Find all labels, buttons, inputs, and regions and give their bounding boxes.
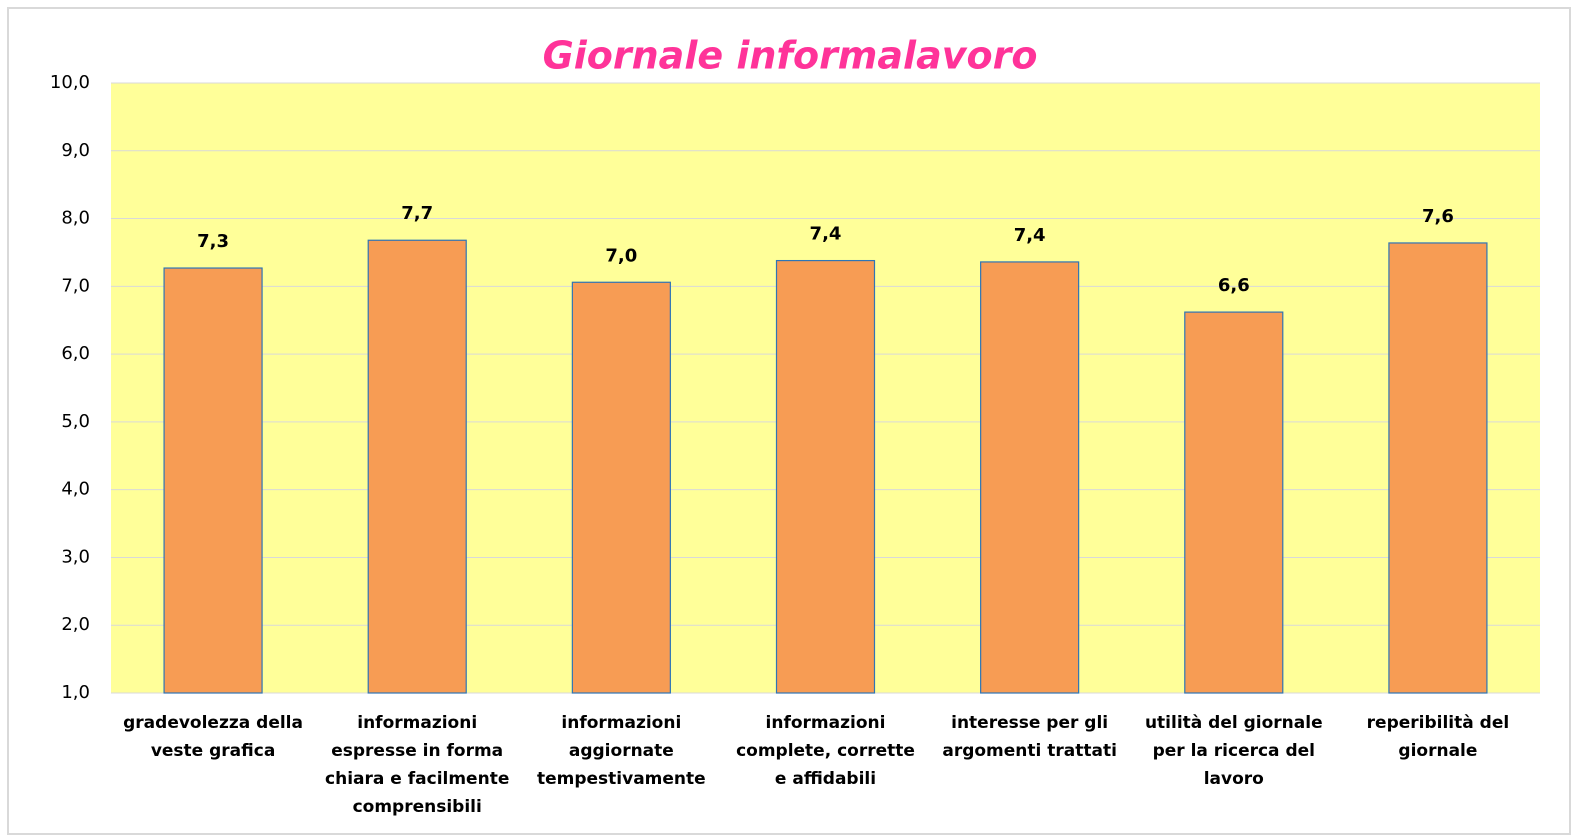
bar bbox=[775, 259, 876, 694]
x-tick-label: reperibilità del giornale bbox=[1366, 713, 1510, 761]
bar bbox=[367, 239, 467, 694]
data-label: 7,4 bbox=[810, 224, 842, 245]
x-tick-label: informazioni espresse in forma chiara e … bbox=[325, 713, 510, 817]
data-label: 7,0 bbox=[605, 245, 637, 266]
bar bbox=[980, 261, 1080, 694]
data-label: 6,6 bbox=[1218, 275, 1250, 296]
bar bbox=[1388, 242, 1488, 694]
data-label: 7,3 bbox=[197, 231, 229, 252]
bar bbox=[163, 267, 263, 694]
x-tick-label: informazioni complete, corrette e affida… bbox=[736, 713, 915, 789]
y-tick-label: 9,0 bbox=[61, 140, 90, 161]
data-label: 7,7 bbox=[401, 203, 433, 224]
y-tick-label: 3,0 bbox=[61, 546, 90, 567]
y-tick-label: 4,0 bbox=[61, 479, 90, 500]
x-tick-label: interesse per gli argomenti trattati bbox=[942, 713, 1117, 761]
data-label: 7,6 bbox=[1422, 206, 1454, 227]
y-tick-label: 1,0 bbox=[61, 682, 90, 703]
y-tick-label: 8,0 bbox=[61, 208, 90, 229]
x-tick-label: informazioni aggiornate tempestivamente bbox=[536, 713, 706, 789]
chart-title: Giornale informalavoro bbox=[543, 34, 1038, 78]
y-tick-label: 5,0 bbox=[61, 411, 90, 432]
y-tick-label: 7,0 bbox=[61, 275, 90, 296]
bar bbox=[571, 281, 671, 694]
y-tick-label: 10,0 bbox=[50, 72, 90, 93]
y-tick-label: 6,0 bbox=[61, 343, 90, 364]
y-tick-label: 2,0 bbox=[61, 614, 90, 635]
data-label: 7,4 bbox=[1014, 225, 1046, 246]
x-tick-label: utilità del giornale per la ricerca del … bbox=[1144, 713, 1323, 789]
x-tick-label: gradevolezza della veste grafica bbox=[123, 713, 303, 761]
bar bbox=[1184, 311, 1284, 694]
